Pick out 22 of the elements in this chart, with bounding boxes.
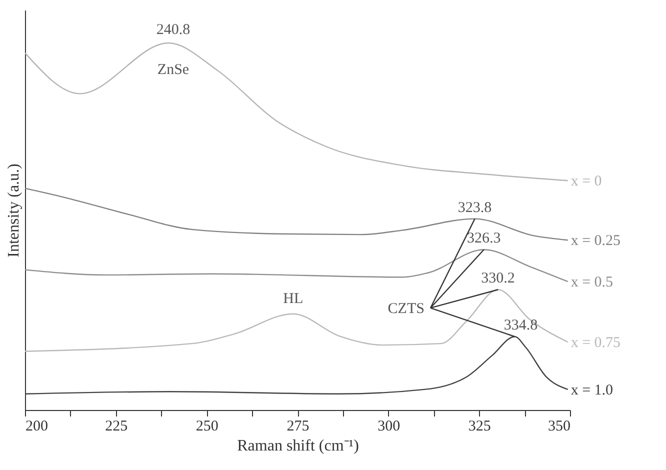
- x-tick-label: 225: [105, 418, 128, 434]
- x-tick-label: 275: [286, 418, 310, 434]
- annotation: 323.8: [458, 200, 492, 216]
- annotation: 326.3: [467, 230, 501, 247]
- x-tick-label: 325: [468, 418, 491, 434]
- series-label: x = 0.75: [570, 335, 621, 352]
- annotation: 240.8: [156, 22, 190, 38]
- series-label: x = 0.5: [570, 274, 614, 291]
- x-axis-title: Raman shift (cm⁻¹): [237, 438, 359, 454]
- annotation: CZTS: [388, 300, 424, 317]
- annotation: 330.2: [481, 270, 515, 287]
- series-label: x = 0.25: [570, 233, 621, 250]
- x-tick-label: 350: [548, 418, 570, 434]
- annotation: HL: [283, 290, 304, 307]
- annotation: 334.8: [504, 318, 538, 334]
- series-label: x = 1.0: [570, 382, 614, 398]
- annotation: ZnSe: [157, 62, 190, 78]
- x-tick-label: 200: [26, 418, 48, 434]
- y-axis-title: Intensity (a.u.): [6, 164, 22, 258]
- x-tick-label: 300: [378, 418, 400, 434]
- series-label: x = 0: [570, 174, 602, 190]
- x-tick-label: 250: [196, 418, 218, 434]
